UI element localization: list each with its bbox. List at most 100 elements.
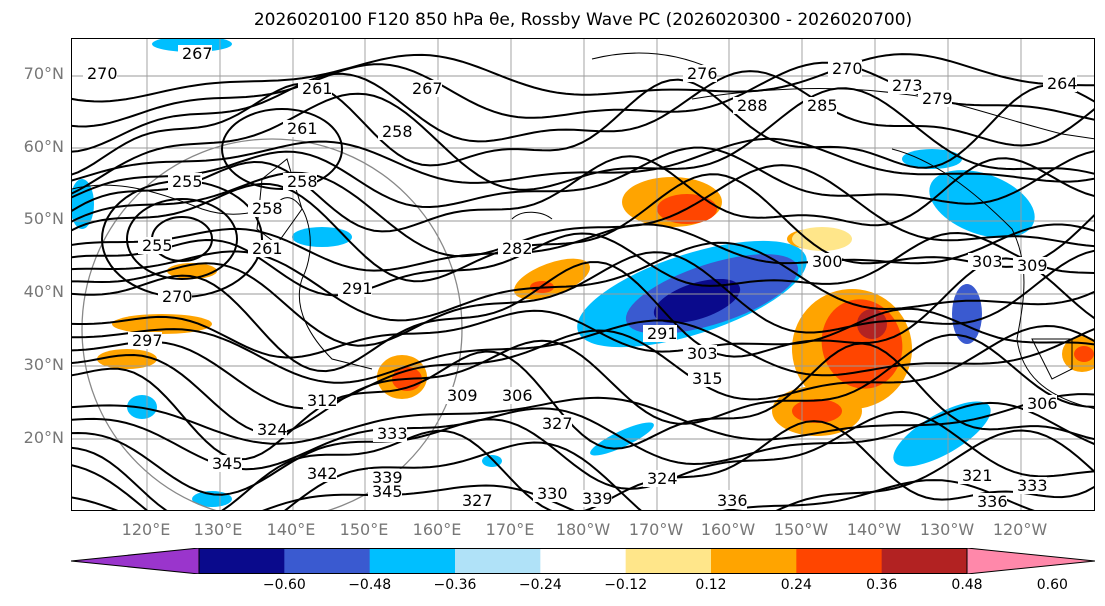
contour-label: 327	[542, 414, 573, 433]
longitude-label: 150°W	[773, 520, 829, 539]
contour-label-backing	[713, 492, 747, 509]
longitude-label: 120°W	[992, 520, 1048, 539]
contour-label: 345	[372, 482, 403, 501]
colorbar-swatch	[284, 548, 371, 574]
contour-label-backing	[128, 332, 162, 349]
pc-shading-patch	[653, 278, 741, 324]
longitude-label: 160°E	[412, 520, 462, 539]
longitude-label: 170°W	[628, 520, 684, 539]
contour-label-backing	[828, 60, 862, 77]
contour-label-backing	[533, 485, 567, 502]
theta-e-contour	[72, 173, 1094, 283]
contour-label: 255	[172, 172, 203, 191]
theta-e-contour	[72, 53, 1094, 103]
colorbar-tick-label: 0.36	[866, 577, 898, 593]
contour-label-backing	[408, 80, 442, 97]
theta-e-contour	[72, 78, 1094, 176]
contour-label: 291	[342, 279, 373, 298]
contour-label-backing	[303, 392, 337, 409]
contour-label-backing	[138, 237, 172, 254]
pc-shading-patch	[857, 309, 887, 339]
theta-e-contour	[221, 108, 343, 190]
contour-label-backing	[158, 288, 192, 305]
contour-label-backing	[578, 490, 612, 507]
contour-label: 273	[892, 76, 923, 95]
contour-label: 270	[832, 59, 863, 78]
contour-label-backing	[1013, 257, 1047, 274]
contour-label-backing	[498, 240, 532, 257]
contour-label: 324	[257, 420, 288, 439]
theta-e-contour	[72, 324, 1094, 410]
longitude-label: 160°W	[700, 520, 756, 539]
contour-label: 336	[977, 492, 1008, 511]
contour-label: 264	[1047, 74, 1078, 93]
contour-label-backing	[248, 240, 282, 257]
graticule	[72, 39, 1094, 510]
contour-label-backing	[498, 387, 532, 404]
pc-shading-patch	[792, 227, 852, 251]
colorbar-tick-label: −0.60	[262, 577, 306, 593]
theta-e-contour	[72, 146, 1094, 209]
latitude-label: 20°N	[23, 428, 64, 447]
latitude-label: 60°N	[23, 137, 64, 156]
colorbar-swatch	[796, 548, 883, 574]
latitude-label: 30°N	[23, 355, 64, 374]
contour-label: 261	[302, 79, 333, 98]
theta-e-contour	[72, 307, 1094, 359]
longitude-label: 130°E	[193, 520, 243, 539]
contour-label: 339	[582, 489, 613, 508]
pc-shading-patch	[1074, 346, 1094, 362]
contour-label: 300	[812, 252, 843, 271]
theta-e-contours	[72, 53, 1094, 510]
longitude-label: 120°E	[121, 520, 171, 539]
contour-label-backing	[208, 455, 242, 472]
contour-label: 279	[922, 89, 953, 108]
theta-e-contour	[72, 420, 1094, 510]
colorbar-swatch	[711, 548, 797, 574]
colorbar-tick-label: −0.48	[348, 577, 392, 593]
pc-shading-patch	[97, 349, 157, 369]
contour-label-backing	[443, 387, 477, 404]
contour-label: 342	[307, 464, 338, 483]
colorbar-tick-label: 0.12	[695, 577, 727, 593]
contour-label-backing	[1043, 75, 1077, 92]
contour-label-backing	[283, 120, 317, 137]
theta-e-contour	[72, 155, 1094, 233]
theta-e-contour	[126, 198, 238, 280]
latitude-label: 70°N	[23, 64, 64, 83]
contour-label: 327	[462, 491, 493, 510]
colorbar-tick-label: −0.24	[518, 577, 562, 593]
coastline-segment	[72, 184, 373, 370]
contour-label-backing	[248, 200, 282, 217]
contour-label: 258	[252, 199, 283, 218]
map-panel: 267 270 261 267 276 270 273 279 264 288 285 261 258 2…	[71, 38, 1095, 511]
longitude-label: 180°W	[555, 520, 611, 539]
contour-label-backing	[643, 470, 677, 487]
contour-label: 255	[142, 236, 173, 255]
contour-label: 324	[647, 469, 678, 488]
contour-label-backing	[303, 465, 337, 482]
contour-label: 345	[212, 454, 243, 473]
contour-label: 303	[972, 252, 1003, 271]
contour-label-backing	[643, 325, 677, 342]
contour-label: 336	[717, 491, 748, 510]
coastline-segment	[591, 52, 713, 70]
latitude-label: 40°N	[23, 282, 64, 301]
theta-e-contour	[72, 319, 1094, 384]
contour-label: 276	[687, 64, 718, 83]
contour-label-backing	[373, 425, 407, 442]
contour-label-backing	[968, 253, 1002, 270]
longitude-label: 150°E	[339, 520, 389, 539]
contour-label-backing	[378, 123, 412, 140]
contour-label-backing	[973, 493, 1007, 510]
contour-label-backing	[733, 97, 767, 114]
contour-label: 270	[87, 64, 118, 83]
theta-e-contour	[72, 333, 1094, 435]
coastline-segment	[256, 158, 303, 245]
contour-label-backing	[298, 80, 332, 97]
longitude-label: 140°E	[266, 520, 316, 539]
coastline-segment	[1031, 338, 1073, 380]
theta-e-contour	[72, 249, 1094, 347]
contour-label: 333	[1017, 476, 1048, 495]
longitude-label: 130°W	[919, 520, 975, 539]
